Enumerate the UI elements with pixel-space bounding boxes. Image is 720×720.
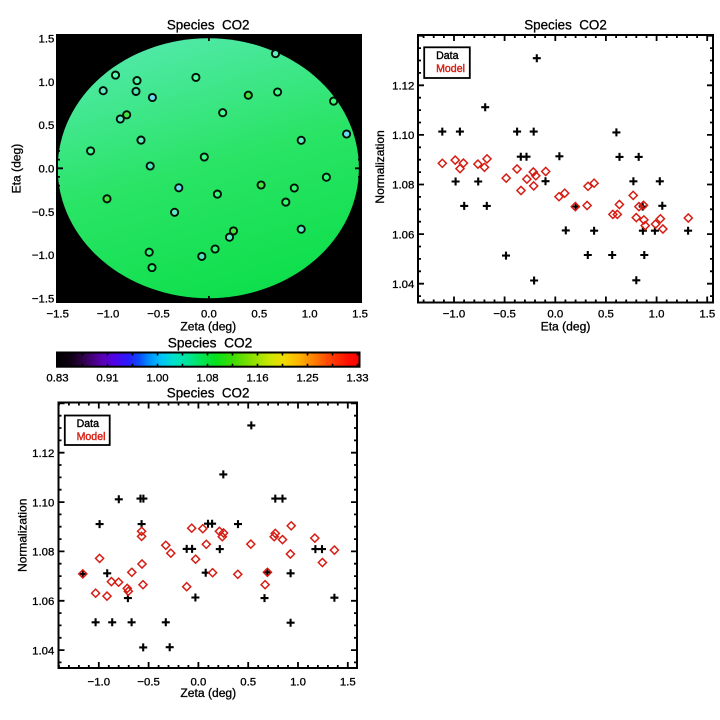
svg-text:Species CO2: Species CO2 <box>524 17 607 32</box>
svg-text:1.06: 1.06 <box>32 596 54 608</box>
svg-text:Data: Data <box>436 50 458 62</box>
svg-text:1.00: 1.00 <box>146 373 168 385</box>
svg-text:1.12: 1.12 <box>392 81 414 93</box>
svg-text:1.5: 1.5 <box>340 677 356 689</box>
svg-text:1.04: 1.04 <box>392 279 414 291</box>
svg-text:0.0: 0.0 <box>547 309 563 321</box>
svg-text:1.08: 1.08 <box>32 547 54 559</box>
svg-text:−1.0: −1.0 <box>443 309 466 321</box>
svg-text:Species CO2: Species CO2 <box>168 336 252 351</box>
svg-text:−1.0: −1.0 <box>88 677 111 689</box>
svg-text:1.06: 1.06 <box>392 229 414 241</box>
svg-text:−1.5: −1.5 <box>46 309 69 321</box>
svg-text:1.0: 1.0 <box>39 77 55 89</box>
svg-text:0.0: 0.0 <box>201 309 217 321</box>
svg-text:1.25: 1.25 <box>296 373 318 385</box>
svg-text:0.0: 0.0 <box>39 163 55 175</box>
svg-text:−0.5: −0.5 <box>147 309 170 321</box>
svg-text:1.10: 1.10 <box>32 497 54 509</box>
svg-text:Data: Data <box>77 418 99 430</box>
svg-text:0.91: 0.91 <box>96 373 118 385</box>
svg-text:−0.5: −0.5 <box>32 207 55 219</box>
svg-text:1.16: 1.16 <box>246 373 268 385</box>
svg-text:−1.0: −1.0 <box>32 250 55 262</box>
svg-text:Normalization: Normalization <box>373 130 387 203</box>
svg-text:−1.0: −1.0 <box>97 309 120 321</box>
svg-text:1.33: 1.33 <box>346 373 368 385</box>
svg-text:1.5: 1.5 <box>39 34 55 46</box>
svg-text:Zeta (deg): Zeta (deg) <box>180 319 236 333</box>
svg-text:1.0: 1.0 <box>302 309 318 321</box>
svg-text:0.5: 0.5 <box>240 677 256 689</box>
svg-text:1.5: 1.5 <box>699 309 715 321</box>
svg-text:Species CO2: Species CO2 <box>167 385 250 400</box>
svg-text:−0.5: −0.5 <box>493 309 516 321</box>
svg-text:1.08: 1.08 <box>196 373 218 385</box>
svg-text:0.5: 0.5 <box>251 309 267 321</box>
svg-text:1.0: 1.0 <box>290 677 306 689</box>
svg-text:−1.5: −1.5 <box>32 293 55 305</box>
svg-text:Eta (deg): Eta (deg) <box>10 144 24 194</box>
svg-text:0.5: 0.5 <box>39 120 55 132</box>
svg-text:Model: Model <box>77 431 106 443</box>
svg-text:Species CO2: Species CO2 <box>167 17 250 32</box>
svg-text:0.83: 0.83 <box>46 373 68 385</box>
svg-text:1.10: 1.10 <box>392 130 414 142</box>
svg-text:Eta (deg): Eta (deg) <box>541 319 591 333</box>
svg-text:1.5: 1.5 <box>352 309 368 321</box>
svg-text:−0.5: −0.5 <box>137 677 160 689</box>
svg-text:1.12: 1.12 <box>32 448 54 460</box>
svg-text:Model: Model <box>436 63 465 75</box>
svg-text:1.04: 1.04 <box>32 645 54 657</box>
svg-text:Normalization: Normalization <box>16 499 30 572</box>
svg-text:Zeta (deg): Zeta (deg) <box>180 686 236 700</box>
svg-text:1.08: 1.08 <box>392 180 414 192</box>
svg-text:0.0: 0.0 <box>190 677 206 689</box>
svg-text:1.0: 1.0 <box>649 309 665 321</box>
svg-text:0.5: 0.5 <box>598 309 614 321</box>
